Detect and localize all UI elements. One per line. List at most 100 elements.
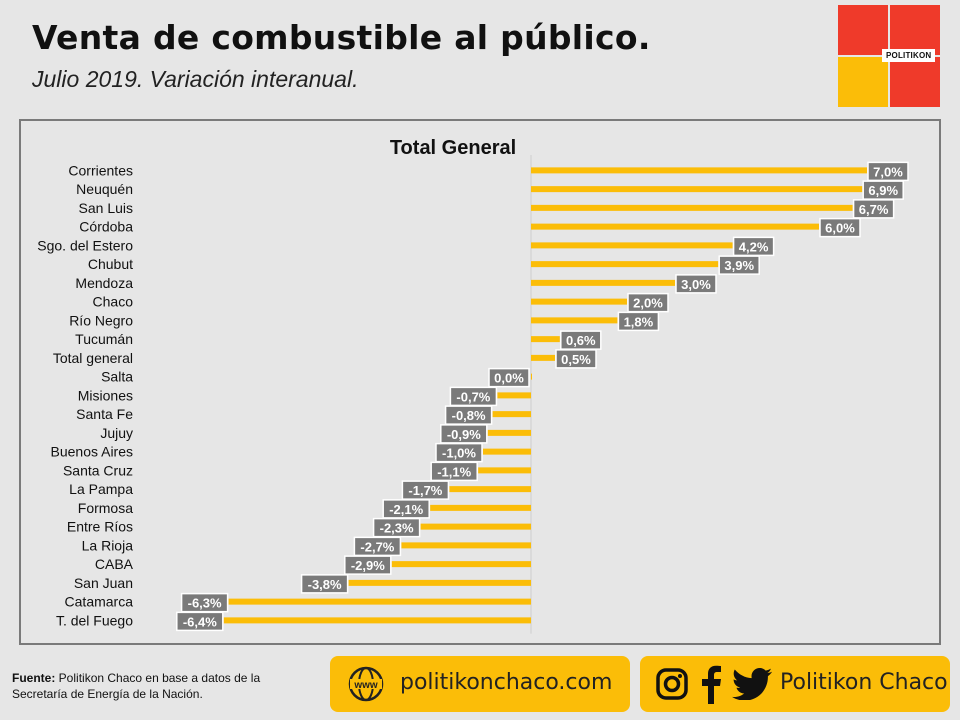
data-label: -0,8% xyxy=(452,408,486,423)
bar xyxy=(531,373,532,380)
data-label: 0,0% xyxy=(494,371,524,386)
data-label: -6,4% xyxy=(183,614,217,629)
data-label: -2,3% xyxy=(380,521,414,536)
bar xyxy=(228,598,531,605)
data-label-box xyxy=(176,611,224,632)
category-label: Chaco xyxy=(93,294,134,310)
data-label: -2,9% xyxy=(351,558,385,573)
bar xyxy=(487,429,531,436)
data-label-box xyxy=(675,274,717,294)
category-label: Mendoza xyxy=(75,275,133,291)
category-label: La Pampa xyxy=(69,481,133,497)
category-label: Santa Fe xyxy=(76,406,133,422)
data-label-box xyxy=(488,367,530,388)
bar xyxy=(531,204,853,211)
data-label-box xyxy=(852,199,895,219)
data-label: -2,7% xyxy=(360,539,394,554)
facebook-icon[interactable] xyxy=(700,664,722,704)
category-label: La Rioja xyxy=(82,537,134,553)
social-banner[interactable]: Politikon Chaco xyxy=(640,656,950,712)
data-label-box xyxy=(617,311,660,332)
bar xyxy=(449,486,531,493)
bar xyxy=(492,411,531,418)
data-label: 1,8% xyxy=(624,314,654,329)
bar xyxy=(531,186,863,193)
page-title: Venta de combustible al público. xyxy=(32,18,651,57)
category-label: Misiones xyxy=(78,387,133,403)
data-label: 3,9% xyxy=(724,258,754,273)
data-label-box xyxy=(819,217,861,238)
data-label-box xyxy=(718,255,760,275)
bar xyxy=(531,317,618,324)
globe-icon: www xyxy=(348,666,384,702)
politikon-logo: POLITIKON xyxy=(838,5,942,107)
data-label: 6,9% xyxy=(868,183,898,198)
source-text: Politikon Chaco en base a datos de la Se… xyxy=(12,671,261,701)
logo-square-yellow xyxy=(838,57,888,107)
data-label-box xyxy=(344,555,392,575)
bars-group: Corrientes 7,0% Neuquén 6,9% San Luis 6,7% Cór… xyxy=(37,161,909,632)
category-label: Salta xyxy=(101,369,133,385)
data-label: -1,7% xyxy=(408,483,442,498)
category-label: Chubut xyxy=(88,256,133,272)
category-label: Santa Cruz xyxy=(63,462,133,478)
data-label: 6,0% xyxy=(825,221,855,236)
logo-square-red xyxy=(890,5,940,55)
bar xyxy=(531,261,719,268)
category-label: CABA xyxy=(95,556,134,572)
data-label-box xyxy=(300,574,349,594)
category-label: Neuquén xyxy=(76,181,133,197)
source-label: Fuente: xyxy=(12,671,56,685)
category-label: Córdoba xyxy=(79,219,133,235)
category-label: Catamarca xyxy=(65,594,134,610)
data-label-box xyxy=(430,461,478,482)
chart-title: Total General xyxy=(390,137,516,159)
bar xyxy=(223,617,532,624)
bar xyxy=(478,467,531,474)
data-label: 4,2% xyxy=(739,239,769,254)
data-label: 6,7% xyxy=(859,202,889,217)
category-label: Jujuy xyxy=(100,425,133,441)
logo-square-red xyxy=(890,57,940,107)
category-label: Tucumán xyxy=(75,331,133,347)
bar xyxy=(531,223,819,230)
logo-square-red xyxy=(838,5,888,55)
category-label: San Juan xyxy=(74,575,133,591)
category-label: Buenos Aires xyxy=(51,444,134,460)
page-subtitle: Julio 2019. Variación interanual. xyxy=(32,66,359,92)
instagram-icon[interactable] xyxy=(656,668,688,700)
data-label: -1,1% xyxy=(437,464,471,479)
data-label: 0,6% xyxy=(566,333,596,348)
bar xyxy=(531,354,555,361)
twitter-icon[interactable] xyxy=(732,668,772,700)
bar xyxy=(531,242,733,249)
data-label: -3,8% xyxy=(308,577,342,592)
www-label: www xyxy=(353,680,378,691)
bar xyxy=(348,579,531,586)
data-label: -1,0% xyxy=(442,446,476,461)
data-label: 0,5% xyxy=(561,352,591,367)
bar xyxy=(401,542,531,549)
bar xyxy=(531,336,560,343)
social-handle[interactable]: Politikon Chaco xyxy=(780,670,948,695)
data-label: 2,0% xyxy=(633,296,663,311)
website-banner[interactable]: www politikonchaco.com xyxy=(330,656,630,712)
bar xyxy=(430,504,531,511)
data-label: -6,3% xyxy=(188,596,222,611)
bar-chart: Total General Corrientes 7,0% Neuquén 6,9% S… xyxy=(37,137,909,634)
category-label: T. del Fuego xyxy=(56,612,133,628)
bar xyxy=(531,279,675,286)
category-label: Corrientes xyxy=(68,162,133,178)
bar xyxy=(531,298,627,305)
data-label: -0,9% xyxy=(447,427,481,442)
data-label: 7,0% xyxy=(873,164,903,179)
bar xyxy=(483,448,531,455)
data-label: -0,7% xyxy=(456,389,490,404)
category-label: Entre Ríos xyxy=(67,519,133,535)
category-label: Total general xyxy=(53,350,133,366)
website-link[interactable]: politikonchaco.com xyxy=(400,670,613,695)
category-label: San Luis xyxy=(79,200,133,216)
bar xyxy=(391,561,531,568)
category-label: Sgo. del Estero xyxy=(37,237,133,253)
logo-wordmark: POLITIKON xyxy=(882,49,936,62)
